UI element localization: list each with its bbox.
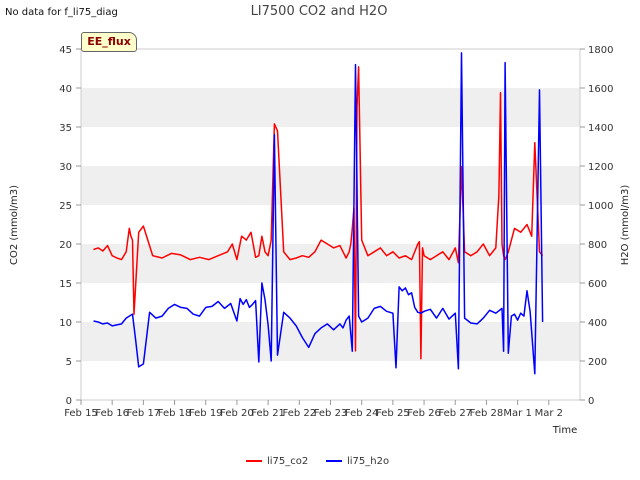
y2-tick-label-0: 0 [588,396,594,407]
y2-tick-label-7: 1400 [588,123,613,134]
right-axis-ticks: 0 200 400 600 800 1000 1200 1400 1600 1800 [580,45,613,407]
y2-tick-label-5: 1000 [588,201,613,212]
y-tick-label-7: 35 [59,123,72,134]
x-tick-label-9: Feb 24 [345,408,379,419]
legend: li75_co2 li75_h2o [246,456,389,467]
x-tick-label-7: Feb 22 [283,408,317,419]
band-7 [81,88,580,127]
left-axis-ticks: 0 5 10 15 20 25 30 35 40 45 [59,45,81,407]
y2-axis-title: H2O (mmol/m3) [620,185,631,266]
series-li75_co2-line [93,66,544,360]
band-3 [81,244,580,283]
x-tick-label-11: Feb 26 [407,408,441,419]
y2-tick-label-8: 1600 [588,84,613,95]
x-tick-label-6: Feb 21 [251,408,285,419]
y2-tick-label-3: 600 [588,279,607,290]
y2-tick-label-4: 800 [588,240,607,251]
x-tick-label-2: Feb 17 [127,408,161,419]
y-tick-label-0: 0 [66,396,72,407]
band-5 [81,166,580,205]
series-layer [93,52,544,375]
x-tick-label-12: Feb 27 [438,408,472,419]
y2-tick-label-1: 200 [588,357,607,368]
x-tick-label-14: Mar 1 [503,408,531,419]
y2-tick-label-9: 1800 [588,45,613,56]
y-tick-label-4: 20 [59,240,72,251]
plot-bands [81,88,580,361]
band-1 [81,322,580,361]
x-tick-label-4: Feb 19 [189,408,223,419]
no-data-note: No data for f_li75_diag [5,7,118,18]
x-tick-label-8: Feb 23 [314,408,348,419]
x-axis-title: Time [552,425,577,436]
y-tick-label-9: 45 [59,45,72,56]
y-tick-label-6: 30 [59,162,72,173]
x-tick-label-13: Feb 28 [470,408,504,419]
chart-title: LI7500 CO2 and H2O [251,4,388,19]
x-tick-label-0: Feb 15 [64,408,98,419]
y-tick-label-5: 25 [59,201,72,212]
y-tick-label-1: 5 [66,357,72,368]
series-li75_h2o-line [93,52,544,375]
legend-h2o-label: li75_h2o [347,456,389,467]
y-axis-title: CO2 (mmol/m3) [9,185,20,265]
x-tick-label-10: Feb 25 [376,408,410,419]
ee-flux-badge: EE_flux [81,32,137,52]
y2-tick-label-6: 1200 [588,162,613,173]
x-tick-label-5: Feb 20 [220,408,254,419]
y-tick-label-2: 10 [59,318,72,329]
x-tick-label-3: Feb 18 [158,408,192,419]
legend-co2-label: li75_co2 [267,456,308,467]
y-tick-label-3: 15 [59,279,72,290]
y2-tick-label-2: 400 [588,318,607,329]
x-tick-label-15: Mar 2 [535,408,563,419]
y-tick-label-8: 40 [59,84,72,95]
x-tick-label-1: Feb 16 [95,408,129,419]
